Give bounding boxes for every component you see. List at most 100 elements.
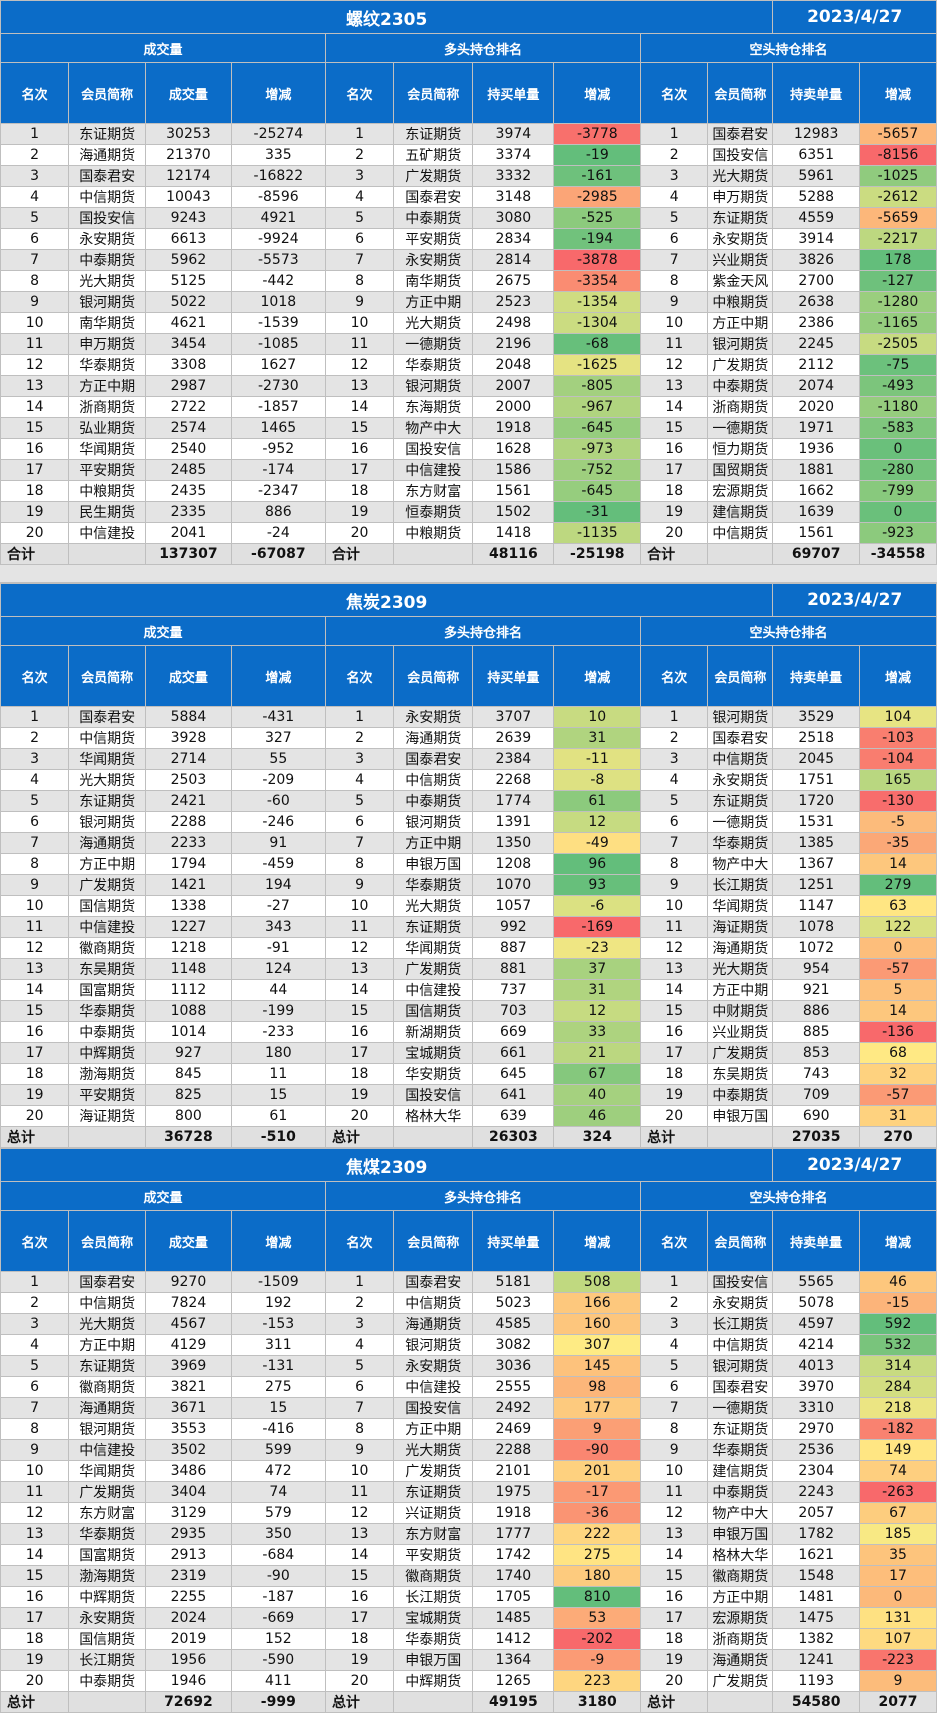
table-cell: 5962 — [145, 249, 232, 271]
table-cell: -11 — [553, 748, 642, 770]
table-cell: 华泰期货 — [707, 832, 774, 854]
table-cell: 申万期货 — [707, 186, 774, 208]
table-cell: -6 — [553, 895, 642, 917]
table-cell: -1135 — [553, 522, 642, 544]
table-cell: 宝城期货 — [393, 1042, 474, 1064]
short-group-header: 空头持仓排名 — [640, 1181, 937, 1211]
table-cell: -174 — [230, 459, 326, 481]
table-cell: -25274 — [230, 123, 326, 145]
table-cell: 31 — [553, 979, 642, 1001]
table-cell: 物产中大 — [393, 417, 474, 439]
table-cell: 国泰君安 — [393, 1271, 474, 1293]
table-cell: 3671 — [145, 1397, 232, 1419]
table-cell: 885 — [772, 1021, 861, 1043]
table-row: 2 中信期货 3928 327 2 海通期货 2639 31 2 国泰君安 2518 -103 — [0, 727, 937, 749]
table-cell: 5884 — [145, 706, 232, 728]
table-cell: 3 — [324, 165, 395, 187]
table-cell: -1180 — [859, 396, 937, 418]
table-cell: -1354 — [553, 291, 642, 313]
ranking-table: 螺纹2305 2023/4/27 成交量 多头持仓排名 空头持仓排名 名次 会员简称 成交量增… — [0, 0, 937, 565]
table-cell: -2217 — [859, 228, 937, 250]
table-cell: 16 — [640, 438, 709, 460]
column-header: 持卖单量 — [772, 62, 861, 124]
table-cell: -645 — [553, 480, 642, 502]
table-cell: -36 — [553, 1502, 642, 1524]
table-cell: 1639 — [772, 501, 861, 523]
table-cell: 1 — [324, 123, 395, 145]
table-cell: 1918 — [472, 1502, 555, 1524]
table-cell: 20 — [0, 1105, 70, 1127]
table-cell: 中信期货 — [68, 186, 147, 208]
table-cell: 0 — [859, 438, 937, 460]
table-row: 9 中信建投 3502 599 9 光大期货 2288 -90 9 华泰期货 2536 149 — [0, 1439, 937, 1461]
table-cell: 徽商期货 — [68, 937, 147, 959]
table-cell: -8 — [553, 769, 642, 791]
table-cell: 8 — [640, 853, 709, 875]
table-cell: 12 — [640, 937, 709, 959]
table-cell: 2268 — [472, 769, 555, 791]
table-cell: 6 — [0, 228, 70, 250]
table-cell: 物产中大 — [707, 1502, 774, 1524]
table-cell: 格林大华 — [393, 1105, 474, 1127]
table-cell: 华闻期货 — [707, 895, 774, 917]
table-cell: 格林大华 — [707, 1544, 774, 1566]
table-cell: 12 — [553, 811, 642, 833]
table-cell: 810 — [553, 1586, 642, 1608]
table-cell: 13 — [640, 375, 709, 397]
table-cell: 149 — [859, 1439, 937, 1461]
table-cell: 光大期货 — [707, 165, 774, 187]
title-row: 螺纹2305 2023/4/27 — [0, 0, 937, 34]
table-cell: -75 — [859, 354, 937, 376]
volume-group-header: 成交量 — [0, 616, 326, 646]
table-cell: 1777 — [472, 1523, 555, 1545]
table-cell: 9 — [640, 1439, 709, 1461]
table-cell: 7 — [640, 249, 709, 271]
table-cell: 紫金天风 — [707, 270, 774, 292]
table-cell: -967 — [553, 396, 642, 418]
table-cell: 17 — [640, 1042, 709, 1064]
table-cell: 14 — [0, 979, 70, 1001]
table-cell: 12174 — [145, 165, 232, 187]
table-cell: 201 — [553, 1460, 642, 1482]
table-cell: -5659 — [859, 207, 937, 229]
table-cell: -583 — [859, 417, 937, 439]
table-cell: 银河期货 — [393, 811, 474, 833]
table-cell: 永安期货 — [393, 249, 474, 271]
table-cell: 17 — [0, 1042, 70, 1064]
table-cell: 长江期货 — [707, 874, 774, 896]
table-cell: 1382 — [772, 1628, 861, 1650]
table-cell: 14 — [640, 396, 709, 418]
table-cell: 广发期货 — [707, 1670, 774, 1692]
table-cell: 平安期货 — [393, 228, 474, 250]
table-cell: 东证期货 — [68, 123, 147, 145]
table-cell: 10043 — [145, 186, 232, 208]
table-cell: 申银万国 — [707, 1523, 774, 1545]
table-row: 3 华闻期货 2714 55 3 国泰君安 2384 -11 3 中信期货 2045 -104 — [0, 748, 937, 770]
table-cell: 平安期货 — [68, 459, 147, 481]
table-cell: 11 — [0, 1481, 70, 1503]
table-cell: 1531 — [772, 811, 861, 833]
table-cell: 1971 — [772, 417, 861, 439]
table-cell: 徽商期货 — [707, 1565, 774, 1587]
table-cell: -104 — [859, 748, 937, 770]
table-cell: 2041 — [145, 522, 232, 544]
table-cell: 2020 — [772, 396, 861, 418]
table-cell: 284 — [859, 1376, 937, 1398]
table-cell: 中泰期货 — [68, 249, 147, 271]
table-cell: 申银万国 — [393, 1649, 474, 1671]
column-header: 成交量 — [145, 62, 232, 124]
table-cell: 2485 — [145, 459, 232, 481]
table-cell: 192 — [230, 1292, 326, 1314]
empty-cell — [68, 1691, 147, 1713]
table-cell: 98 — [553, 1376, 642, 1398]
table-row: 14 浙商期货 2722 -1857 14 东海期货 2000 -967 14 浙商期货 2020-… — [0, 396, 937, 418]
table-cell: -1509 — [230, 1271, 326, 1293]
table-cell: 19 — [0, 501, 70, 523]
table-row: 19 长江期货 1956 -590 19 申银万国 1364 -9 19 海通期货 1241 -223 — [0, 1649, 937, 1671]
long-group-header: 多头持仓排名 — [324, 1181, 642, 1211]
column-header: 增减 — [859, 62, 937, 124]
table-cell: -952 — [230, 438, 326, 460]
table-cell: 7 — [324, 832, 395, 854]
table-cell: 2304 — [772, 1460, 861, 1482]
table-cell: 2540 — [145, 438, 232, 460]
